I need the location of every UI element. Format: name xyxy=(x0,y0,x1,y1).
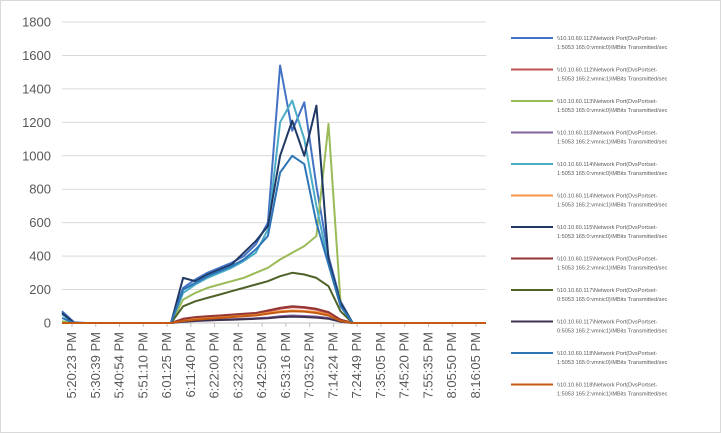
x-tick-label: 7:55:35 PM xyxy=(420,332,435,399)
legend-label-continued: 1:5053 165:2:vmnic1)\MBits Transmitted/s… xyxy=(557,140,668,146)
legend-label-continued: 1:5053 165:0:vmnic0)\MBits Transmitted/s… xyxy=(557,360,668,366)
legend-label-continued: 0:5053 165:0:vmnic0)\MBits Transmitted/s… xyxy=(557,297,668,303)
legend-label-continued: 1:5053 165:2:vmnic1)\MBits Transmitted/s… xyxy=(557,266,668,272)
x-tick-label: 5:51:10 PM xyxy=(135,332,150,399)
legend-label-continued: 1:5053 165:2:vmnic1)\MBits Transmitted/s… xyxy=(557,392,668,398)
x-tick-label: 6:32:23 PM xyxy=(230,332,245,399)
y-tick-label: 1600 xyxy=(22,48,51,63)
x-tick-label: 8:05:50 PM xyxy=(444,332,459,399)
x-tick-label: 5:30:39 PM xyxy=(88,332,103,399)
legend-label: \\10.10.60.117\Network Port(DvsPortset- xyxy=(557,288,657,294)
legend-label: \\10.10.60.113\Network Port(DvsPortset- xyxy=(557,99,657,105)
series-lines xyxy=(61,64,486,324)
x-axis-ticks: 5:20:23 PM 5:30:39 PM 5:40:54 PM 5:51:10 PM… xyxy=(64,323,483,399)
x-tick-label: 6:22:00 PM xyxy=(207,332,222,399)
x-tick-label: 7:24:49 PM xyxy=(349,332,364,399)
y-tick-label: 600 xyxy=(29,215,51,230)
legend-label-continued: 1:5053 165:2:vmnic1)\MBits Transmitted/s… xyxy=(557,77,668,83)
y-tick-label: 0 xyxy=(44,316,51,331)
y-tick-label: 1000 xyxy=(22,148,51,163)
x-tick-label: 5:40:54 PM xyxy=(112,332,127,399)
series-line-9 xyxy=(62,271,486,324)
legend-label: \\10.10.60.115\Network Port(DvsPortset- xyxy=(557,225,657,231)
y-tick-label: 1400 xyxy=(22,81,51,96)
x-tick-label: 7:14:24 PM xyxy=(325,332,340,399)
x-tick-label: 6:01:25 PM xyxy=(159,332,174,399)
y-tick-label: 1800 xyxy=(22,15,51,30)
legend-label: \\10.10.60.118\Network Port(DvsPortset- xyxy=(557,383,657,389)
legend-label-continued: 0:5053 165:2:vmnic1)\MBits Transmitted/s… xyxy=(557,329,668,335)
x-tick-label: 5:20:23 PM xyxy=(64,332,79,399)
legend-label: \\10.10.60.114\Network Port(DvsPortset- xyxy=(557,162,657,168)
legend: \\10.10.60.112\Network Port(DvsPortset- 1… xyxy=(511,36,668,398)
x-tick-label: 6:42:50 PM xyxy=(254,332,269,399)
x-tick-label: 8:16:05 PM xyxy=(468,332,483,399)
legend-label-continued: 1:5053 165:0:vmnic0)\MBits Transmitted/s… xyxy=(557,171,668,177)
legend-label: \\10.10.60.113\Network Port(DvsPortset- xyxy=(557,131,657,137)
legend-label: \\10.10.60.112\Network Port(DvsPortset- xyxy=(557,68,657,74)
y-tick-label: 800 xyxy=(29,182,51,197)
legend-label-continued: 1:5053 165:2:vmnic1)\MBits Transmitted/s… xyxy=(557,203,668,209)
y-tick-label: 200 xyxy=(29,282,51,297)
y-axis-ticks: 0 200 400 600 800 1000 1200 1400 1600 1800 xyxy=(22,15,51,331)
y-tick-label: 1200 xyxy=(22,115,51,130)
series-line-4 xyxy=(62,314,486,324)
series-line-12 xyxy=(62,310,486,324)
x-tick-label: 6:11:40 PM xyxy=(183,332,198,398)
legend-label: \\10.10.60.112\Network Port(DvsPortset- xyxy=(557,36,657,42)
x-tick-label: 7:45:20 PM xyxy=(397,332,412,399)
x-tick-label: 7:03:52 PM xyxy=(302,332,317,399)
legend-label: \\10.10.60.118\Network Port(DvsPortset- xyxy=(557,351,657,357)
series-line-8 xyxy=(62,305,486,324)
legend-label-continued: 1:5053 165:0:vmnic0)\MBits Transmitted/s… xyxy=(557,108,668,114)
legend-label-continued: 1:5053 165:0:vmnic0)\MBits Transmitted/s… xyxy=(557,45,668,51)
legend-label: \\10.10.60.115\Network Port(DvsPortset- xyxy=(557,257,657,263)
legend-label-continued: 1:5053 165:0:vmnic0)\MBits Transmitted/s… xyxy=(557,234,668,240)
legend-label: \\10.10.60.114\Network Port(DvsPortset- xyxy=(557,194,657,200)
x-tick-label: 6:53:16 PM xyxy=(278,332,293,399)
y-tick-label: 400 xyxy=(29,249,51,264)
legend-label: \\10.10.60.117\Network Port(DvsPortset- xyxy=(557,320,657,326)
x-tick-label: 7:35:05 PM xyxy=(373,332,388,399)
